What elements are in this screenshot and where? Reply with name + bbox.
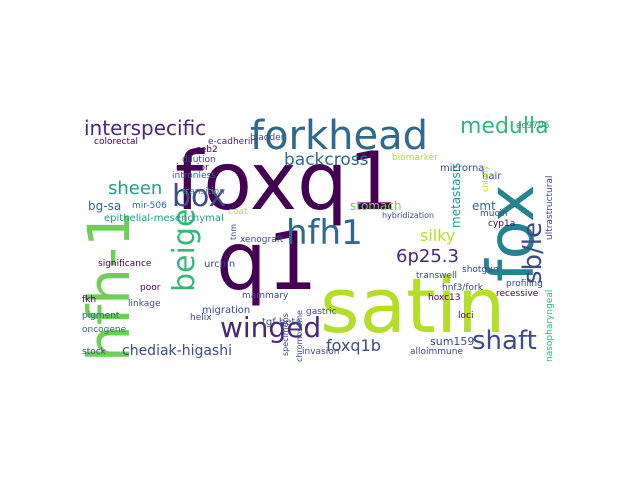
- word-silky: silky: [420, 226, 456, 245]
- word-interior: interior: [176, 163, 209, 173]
- word-hair: hair: [482, 171, 502, 182]
- word-colorectal: colorectal: [94, 137, 138, 147]
- word-migration: migration: [202, 305, 251, 316]
- word-ultrastructural: ultrastructural: [545, 175, 555, 240]
- word-sb-le: sb/le: [518, 221, 548, 284]
- word-tgf-beta: tgf-beta: [262, 317, 302, 328]
- word-loci: loci: [458, 311, 474, 321]
- word-significance: significance: [98, 259, 152, 269]
- word-satin: satin: [320, 261, 506, 350]
- word-6p25-3: 6p25.3: [396, 246, 459, 267]
- word-fkh: fkh: [82, 295, 97, 305]
- word-coat: coat: [228, 207, 248, 217]
- word-interspecific: interspecific: [84, 116, 207, 140]
- word-sheen: sheen: [108, 178, 163, 199]
- word-cloud: foxq1 q1 satin fox hfh-1 forkhead hfh1 b…: [80, 116, 560, 364]
- word-poor: poor: [140, 283, 161, 293]
- word-winged: winged: [220, 311, 322, 344]
- word-medulla: medulla: [460, 116, 549, 139]
- word-stomach: stomach: [350, 199, 402, 213]
- word-hoxc13: hoxc13: [428, 293, 461, 303]
- word-cyp1a: cyp1a: [488, 219, 516, 229]
- word-biomarker: biomarker: [392, 153, 438, 163]
- word-urchin: urchin: [204, 259, 236, 270]
- word-mucin: mucin: [480, 209, 508, 219]
- word-invasion: invasion: [302, 347, 340, 357]
- word-chromosome: chromosome: [295, 310, 304, 362]
- word-zeb2: zeb2: [196, 145, 218, 155]
- word-xenograft: xenograft: [240, 235, 284, 245]
- word-oncogene: oncogene: [82, 325, 127, 335]
- word-ec9706: ec9706: [516, 121, 550, 131]
- word-hfh-1-vertical: hfh-1: [80, 210, 143, 362]
- word-mir-506: mir-506: [132, 201, 167, 211]
- word-alloimmune: alloimmune: [410, 347, 464, 357]
- word-bg-sa: bg-sa: [88, 199, 122, 213]
- word-recessive: recessive: [496, 289, 539, 299]
- word-foxq1b: foxq1b: [326, 336, 381, 355]
- word-bladder: bladder: [250, 133, 285, 143]
- word-specimens: specimens: [281, 313, 290, 356]
- word-transition: transition: [182, 187, 225, 197]
- word-chediak-higashi: chediak-higashi: [122, 343, 232, 359]
- word-hnf3-fork: hnf3/fork: [442, 283, 483, 293]
- word-backcross: backcross: [284, 150, 369, 170]
- word-gastric: gastric: [306, 307, 337, 317]
- word-nasopharyngeal: nasopharyngeal: [545, 289, 555, 362]
- word-helix: helix: [190, 313, 212, 323]
- word-box: box: [172, 179, 227, 214]
- word-shotgun: shotgun: [462, 265, 499, 275]
- word-e-cadherin: e-cadherin: [208, 137, 257, 147]
- word-microrna: microrna: [440, 163, 485, 174]
- word-linkage: linkage: [128, 299, 161, 309]
- word-profiling: profiling: [506, 279, 543, 289]
- word-dilution: dilution: [182, 155, 216, 165]
- word-q1: q1: [216, 215, 318, 308]
- word-transwell: transwell: [416, 271, 458, 281]
- word-hfh1: hfh1: [286, 213, 363, 253]
- word-tnm: tnm: [229, 224, 238, 240]
- word-stock: stock: [82, 347, 106, 357]
- word-intronless: intronless: [172, 171, 216, 181]
- word-hybridization: hybridization: [382, 211, 435, 220]
- word-pigment: pigment: [82, 311, 120, 321]
- word-emt: emt: [472, 199, 496, 213]
- word-mammary: mammary: [242, 291, 289, 301]
- word-foxq1: foxq1: [175, 135, 399, 228]
- word-shaft: shaft: [472, 326, 537, 356]
- word-chiefly: chiefly: [481, 165, 490, 192]
- word-sum159: sum159: [430, 335, 475, 348]
- word-forkhead: forkhead: [250, 116, 429, 159]
- word-epithelial-mesenchymal: epithelial-mesenchymal: [104, 213, 224, 224]
